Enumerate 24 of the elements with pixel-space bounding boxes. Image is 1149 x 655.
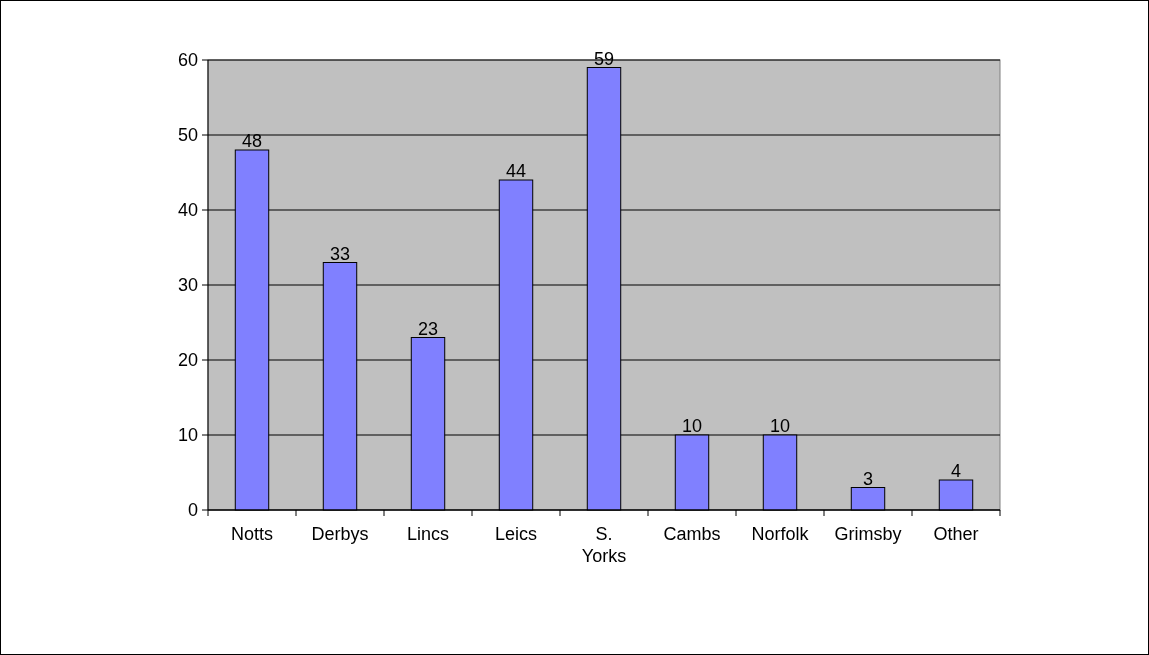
x-tick-label: Other: [933, 524, 979, 544]
x-tick-label: S. Yorks: [581, 524, 627, 566]
y-tick-label: 40: [177, 200, 198, 221]
x-tick-label: Cambs: [663, 524, 721, 544]
data-label: 48: [241, 131, 263, 151]
x-tick-label: Derbys: [311, 524, 369, 544]
y-tick-label: 0: [187, 500, 198, 521]
y-tick-label: 20: [177, 350, 198, 371]
x-tick-label: Leics: [494, 524, 538, 544]
x-tick-label: Lincs: [406, 524, 450, 544]
data-label: 33: [329, 243, 351, 264]
data-label: 10: [769, 416, 791, 436]
x-tick-label: Notts: [230, 524, 274, 544]
x-tick-label: Grimsby: [834, 524, 902, 544]
y-tick-label: 50: [177, 125, 198, 146]
y-tick-label: 10: [177, 425, 198, 446]
data-label: 44: [505, 161, 527, 181]
y-tick-label: 30: [177, 275, 198, 296]
data-label: 4: [950, 461, 962, 481]
data-label: 10: [681, 416, 703, 436]
data-label: 23: [417, 318, 439, 339]
data-label: 3: [862, 468, 874, 489]
y-tick-label: 60: [177, 50, 198, 71]
x-tick-label: Norfolk: [751, 524, 810, 544]
